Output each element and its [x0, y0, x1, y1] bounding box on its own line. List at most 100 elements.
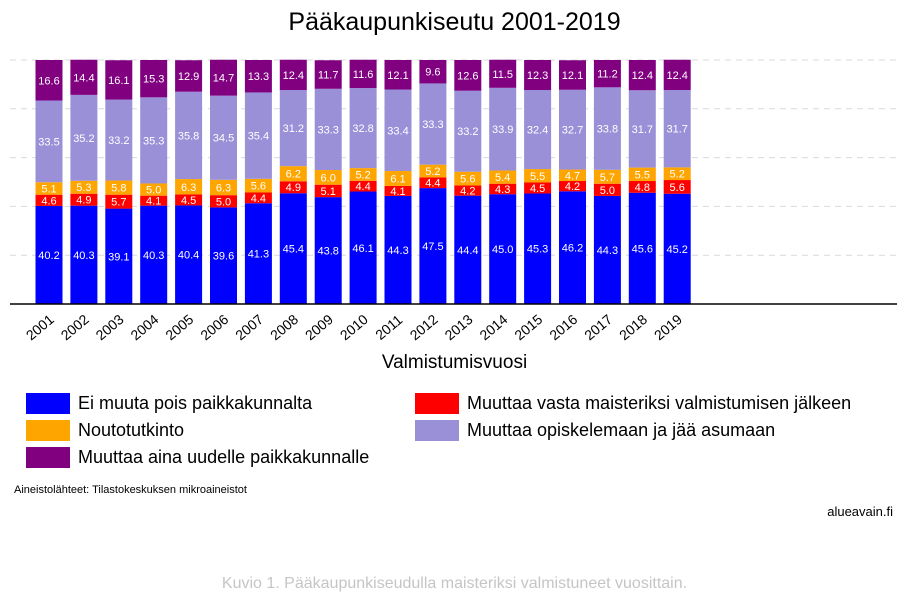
bar-segment [524, 169, 552, 183]
data-label: 33.2 [108, 135, 129, 147]
bar-segment [314, 197, 342, 304]
data-label: 12.9 [178, 71, 199, 83]
data-label: 39.1 [108, 251, 129, 263]
data-label: 32.7 [562, 125, 583, 137]
data-label: 5.8 [111, 183, 126, 195]
data-label: 12.6 [457, 70, 478, 82]
data-label: 35.2 [73, 133, 94, 145]
x-tick-label: 2001 [23, 311, 57, 343]
data-label: 5.6 [460, 174, 475, 186]
legend-item-muuttaa-vasta: Muuttaa vasta maisteriksi valmistumisen … [415, 393, 851, 414]
bar-segment [663, 193, 691, 304]
bar-segment [419, 164, 447, 178]
bar-segment [349, 168, 377, 181]
data-label: 33.4 [387, 125, 408, 137]
x-tick-label: 2015 [511, 311, 545, 343]
x-axis-title: Valmistumisvuosi [381, 352, 528, 373]
x-tick-label: 2011 [372, 311, 406, 343]
bar-segment [593, 195, 621, 304]
data-label: 33.2 [457, 126, 478, 138]
bar-segment [524, 90, 552, 170]
x-tick-label: 2010 [337, 311, 371, 343]
data-label: 11.6 [353, 69, 374, 81]
data-label: 5.2 [425, 166, 440, 178]
chart-title: Pääkaupunkiseutu 2001-2019 [288, 8, 621, 36]
data-label: 12.3 [527, 70, 548, 82]
data-label: 5.5 [530, 171, 545, 183]
x-tick-label: 2002 [58, 311, 92, 343]
legend-item-ei-muuta: Ei muuta pois paikkakunnalta [26, 393, 312, 414]
x-tick-label: 2007 [232, 311, 266, 343]
data-label: 5.7 [111, 197, 126, 209]
legend-swatch [26, 420, 70, 441]
data-label: 14.4 [73, 72, 94, 84]
x-tick-label: 2012 [407, 311, 441, 343]
bar-segment [349, 59, 377, 89]
data-label: 44.3 [387, 245, 408, 257]
legend-label: Ei muuta pois paikkakunnalta [78, 393, 313, 413]
bar-segment [314, 60, 342, 89]
data-label: 12.4 [632, 70, 653, 82]
data-label: 4.5 [181, 195, 196, 207]
data-label: 4.2 [565, 181, 580, 193]
bar-segment [454, 185, 482, 196]
bar-segment [524, 60, 552, 91]
bar-segment [628, 60, 656, 91]
data-label: 12.4 [283, 70, 304, 82]
x-tick-label: 2009 [302, 311, 336, 343]
bar-segment [244, 203, 272, 304]
bar-segment [419, 177, 447, 189]
data-label: 13.3 [248, 71, 269, 83]
bar-segment [559, 181, 586, 192]
data-label: 4.1 [146, 196, 161, 208]
bar-segment [314, 184, 342, 198]
bar-segment [384, 60, 412, 90]
data-label: 11.7 [318, 70, 339, 82]
legend-item-muuttaa-opiskelemaan: Muuttaa opiskelemaan ja jää asumaan [415, 420, 775, 441]
bar-segment [663, 167, 691, 181]
bar-segment [524, 182, 552, 194]
bar-segment [349, 180, 377, 192]
x-tick-label: 2006 [197, 311, 231, 343]
data-label: 44.3 [597, 245, 618, 257]
x-tick-label: 2016 [546, 311, 580, 343]
data-label: 45.2 [666, 244, 687, 256]
bar-segment [210, 95, 237, 180]
data-label: 5.0 [146, 185, 161, 197]
data-label: 5.0 [216, 196, 231, 208]
data-label: 35.8 [178, 130, 199, 142]
legend-label: Noutotutkinto [78, 420, 185, 440]
bar-segment [593, 87, 621, 170]
bar-segment [140, 97, 168, 184]
data-label: 45.4 [283, 244, 304, 256]
data-label: 6.3 [216, 182, 231, 194]
legend-label: Muuttaa aina uudelle paikkakunnalle [78, 447, 370, 467]
bar-segment [175, 60, 203, 92]
legend-item-noutotutkinto: Noutotutkinto [26, 420, 184, 441]
data-label: 33.3 [422, 119, 443, 131]
data-label: 15.3 [143, 74, 164, 86]
bar-segment [349, 191, 377, 304]
legend-label: Muuttaa opiskelemaan ja jää asumaan [467, 420, 776, 440]
data-label: 4.4 [425, 178, 440, 190]
bar-segment [489, 87, 517, 171]
bar-segment [384, 171, 412, 186]
data-label: 45.3 [527, 244, 548, 256]
bar-segment [244, 92, 272, 179]
data-label: 5.6 [251, 181, 266, 193]
x-tick-label: 2019 [651, 311, 685, 343]
bar-segment [175, 91, 203, 180]
data-label: 40.2 [38, 250, 59, 262]
bar-segment [384, 89, 412, 172]
data-label: 35.3 [143, 135, 164, 147]
bar-segment [663, 180, 691, 194]
bar-segment [140, 60, 168, 98]
bar-segment [279, 193, 307, 304]
x-tick-label: 2017 [581, 311, 615, 343]
data-label: 5.7 [600, 172, 615, 184]
bar-segment [35, 182, 63, 195]
data-label: 4.4 [251, 193, 266, 205]
bar-segment [70, 180, 98, 194]
data-label: 47.5 [422, 241, 443, 253]
data-label: 5.1 [41, 183, 56, 195]
